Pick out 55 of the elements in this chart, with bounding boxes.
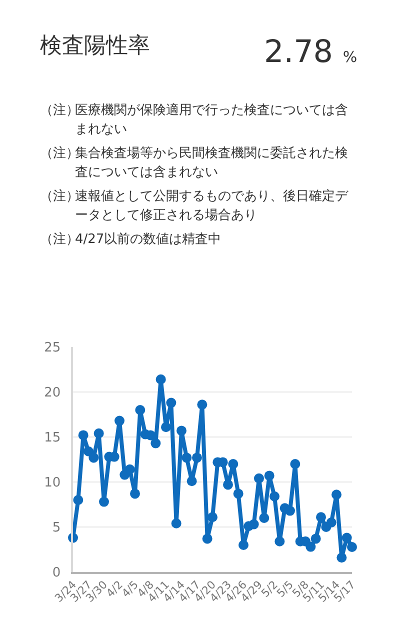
- point: [124, 464, 135, 474]
- point: [150, 438, 161, 448]
- point: [146, 430, 156, 440]
- point: [238, 540, 248, 550]
- y-tick-label: 15: [44, 430, 61, 446]
- point: [310, 534, 321, 544]
- point: [326, 518, 336, 528]
- point: [336, 552, 347, 563]
- y-tick-label: 10: [44, 476, 61, 491]
- point: [78, 430, 88, 440]
- point: [156, 374, 166, 384]
- chart-title: 検査陽性率: [40, 34, 150, 59]
- point: [135, 405, 146, 415]
- point: [208, 512, 218, 522]
- y-tick-label: 25: [44, 340, 61, 356]
- point: [182, 452, 192, 463]
- point: [233, 488, 244, 499]
- point: [176, 426, 186, 436]
- point: [94, 428, 104, 438]
- point: [114, 416, 124, 426]
- text: （注）速報値として公開するものであり、後日確定データとして修正される場合あり: [40, 189, 349, 223]
- point: [248, 519, 259, 530]
- point: [270, 491, 280, 502]
- point: [285, 506, 295, 516]
- point: [130, 488, 140, 499]
- point: [264, 470, 274, 481]
- point: [192, 452, 202, 463]
- point: [223, 480, 233, 490]
- point: [290, 459, 300, 469]
- text: （注）医療機関が保険適用で行った検査については含まれない: [40, 102, 348, 137]
- point: [99, 496, 109, 507]
- point: [84, 446, 94, 456]
- text: （注）4/27以前の数値は精査中: [40, 232, 222, 247]
- point: [166, 398, 176, 408]
- point: [161, 422, 171, 432]
- point: [332, 490, 342, 500]
- y-tick-label: 20: [44, 386, 61, 401]
- point: [228, 459, 238, 469]
- text: 2.78 %: [264, 34, 358, 70]
- text: （注）集合検査場等から民間検査機関に委託された検査については含まれない: [40, 146, 348, 180]
- point: [197, 400, 208, 410]
- point: [274, 536, 285, 546]
- point: [342, 532, 352, 543]
- point: [171, 518, 182, 528]
- point: [316, 512, 326, 522]
- point: [88, 452, 99, 463]
- point: [347, 542, 357, 552]
- point: [73, 495, 84, 505]
- point: [186, 476, 197, 486]
- point: [259, 513, 270, 523]
- y-tick-label: 5: [52, 520, 61, 536]
- point: [202, 534, 212, 544]
- point: [254, 473, 264, 484]
- y-tick-label: 0: [52, 566, 61, 581]
- point: [306, 542, 316, 552]
